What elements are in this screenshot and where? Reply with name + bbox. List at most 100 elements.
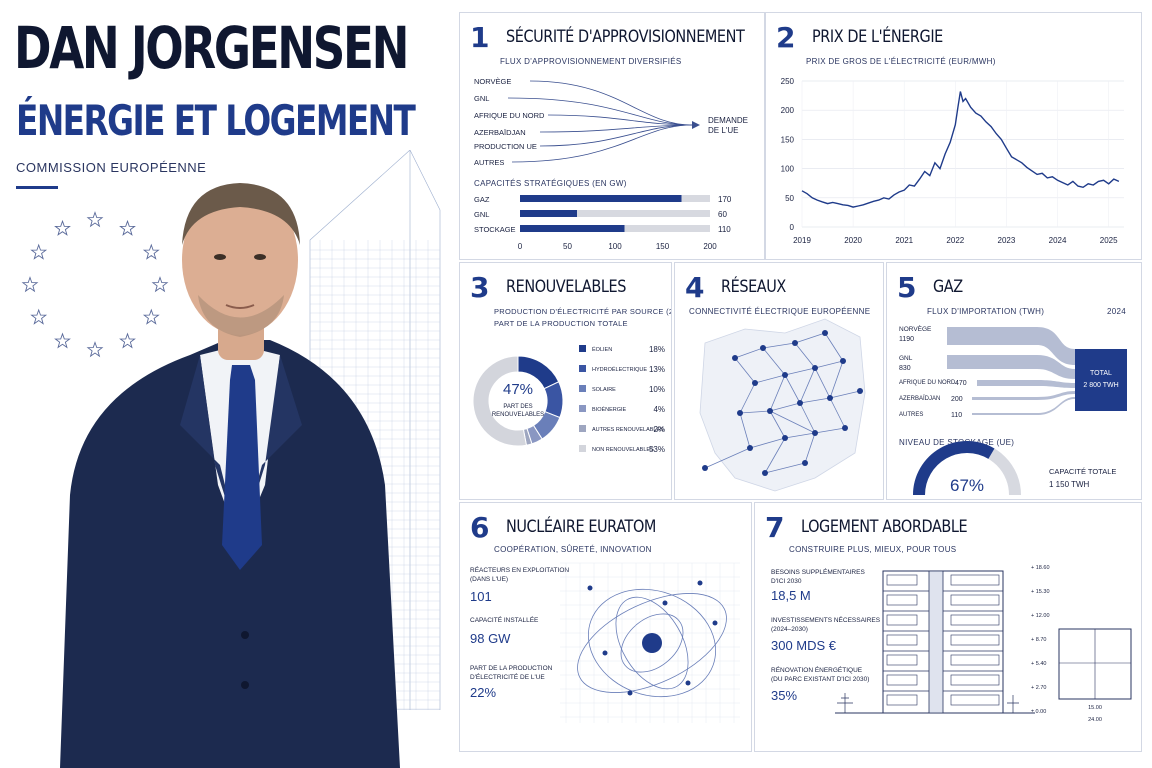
capacity-value: 60: [718, 210, 727, 219]
orbit-ring: [577, 593, 727, 693]
flow-source: GNL: [474, 94, 490, 103]
gas-flow-value: 110: [951, 412, 963, 419]
map-subtitle: CONNECTIVITÉ ÉLECTRIQUE EUROPÉENNE: [689, 307, 871, 316]
grid-link: [814, 360, 844, 369]
x-tick-label: 2024: [1049, 236, 1067, 245]
gas-flow-value: 830: [899, 365, 911, 372]
price-line-chart: 250 200 150 100 50 0 2019 2020 2021 2022 2023 2024 2…: [781, 77, 1124, 245]
electron: [685, 680, 691, 686]
plan-dimension: 24.00: [1088, 717, 1102, 723]
grid-link: [734, 347, 764, 359]
star-icon: [54, 332, 71, 349]
elevation-label: + 12.00: [1031, 613, 1050, 619]
flow-source: NORVÈGE: [474, 77, 512, 86]
grid-node: [747, 445, 753, 451]
gas-total-label: TOTAL: [1090, 370, 1112, 377]
window: [886, 674, 918, 686]
electron: [712, 620, 718, 626]
stat-label: PART DE LA PRODUCTION: [470, 665, 553, 672]
orbit-ring: [620, 613, 684, 673]
gas-year: 2024: [1107, 307, 1126, 316]
chart-subtitle: PART DE LA PRODUCTION TOTALE: [494, 319, 628, 328]
window: [886, 654, 918, 666]
organization-label: COMMISSION EUROPÉENNE: [16, 160, 207, 175]
grid-link: [769, 402, 801, 412]
nucleus: [642, 633, 662, 653]
grid-link: [794, 332, 826, 344]
stat-label: INVESTISSEMENTS NÉCESSAIRES: [771, 617, 881, 624]
tree-icon: [837, 693, 853, 713]
grid-link: [814, 367, 831, 399]
star-icon: [119, 219, 136, 236]
panel-number: 3: [470, 271, 490, 304]
electron: [627, 690, 633, 696]
portfolio-title: ÉNERGIE ET LOGEMENT: [16, 96, 416, 145]
grid-link: [769, 410, 816, 434]
x-tick-label: 2025: [1100, 236, 1118, 245]
electron: [602, 650, 608, 656]
y-tick-label: 0: [790, 223, 795, 232]
grid-link: [824, 332, 844, 362]
legend-label: NON RENOUVELABLES: [592, 447, 654, 453]
grid-link: [784, 374, 801, 404]
panel-title: PRIX DE L'ÉNERGIE: [812, 27, 943, 47]
legend-label: HYDROÉLECTRIQUE: [592, 366, 647, 373]
window: [886, 694, 918, 706]
x-tick-label: 2021: [895, 236, 913, 245]
grid-node: [782, 372, 788, 378]
capacity-value: 170: [718, 195, 732, 204]
gas-flow-value: 1190: [899, 336, 915, 343]
elevation-label: + 8.70: [1031, 637, 1046, 643]
stat-label: RÉNOVATION ÉNERGÉTIQUE: [771, 667, 863, 674]
stat-label: (2024–2030): [771, 626, 808, 633]
panel-number: 7: [765, 511, 785, 544]
star-icon: [86, 341, 104, 358]
legend-label: BIOÉNERGIE: [592, 406, 627, 413]
grid-node: [760, 345, 766, 351]
legend-value: 53%: [649, 445, 665, 454]
grid-link: [749, 437, 786, 449]
panel-energy-prices: 2 PRIX DE L'ÉNERGIE PRIX DE GROS DE L'ÉL…: [765, 12, 1142, 260]
grid-node: [737, 410, 743, 416]
gas-sankey: [947, 327, 1127, 415]
price-series-line: [801, 91, 1120, 208]
storage-capacity-value: 1 150 TWH: [1049, 480, 1090, 489]
capacity-value: 110: [718, 225, 731, 234]
flow-source: AFRIQUE DU NORD: [474, 111, 545, 120]
demand-label: DEMANDE DE L'UE: [708, 116, 749, 135]
window: [950, 594, 1000, 606]
europe-grid-map: [699, 318, 866, 492]
person-name: DAN JORGENSEN: [14, 14, 409, 82]
grid-link: [829, 397, 846, 429]
stat-label: D'ICI 2030: [771, 578, 802, 585]
grid-node: [792, 340, 798, 346]
panel-title: GAZ: [933, 277, 963, 297]
orbit-ring: [615, 596, 689, 690]
elevation-label: ± 0.00: [1031, 709, 1046, 715]
gas-flow-label: AZERBAÏDJAN: [899, 396, 941, 402]
grid-link: [739, 410, 771, 414]
panel-number: 6: [470, 511, 490, 544]
capacity-bar-gaz: [520, 195, 682, 202]
legend-label: AUTRES RENOUVELABLES: [592, 427, 664, 433]
grid-link: [804, 432, 816, 464]
legend-swatch: [579, 445, 586, 452]
elevation-label: + 5.40: [1031, 661, 1046, 667]
grid-node: [840, 358, 846, 364]
legend-value: 2%: [653, 425, 665, 434]
gas-total-value: 2 800 TWH: [1083, 382, 1119, 389]
electron: [662, 600, 668, 606]
grid-node: [857, 388, 863, 394]
grid-link: [784, 367, 816, 376]
gas-flow-label: AUTRES: [899, 412, 924, 418]
grid-node: [822, 330, 828, 336]
panel-renewables: 3 RENOUVELABLES PRODUCTION D'ÉLECTRICITÉ…: [459, 262, 672, 500]
grid-node: [802, 460, 808, 466]
panel-gas: 5 GAZ FLUX D'IMPORTATION (TWH) 2024 NORV…: [886, 262, 1142, 500]
stat-label: CAPACITÉ INSTALLÉE: [470, 617, 539, 624]
axis-tick-label: 200: [703, 242, 717, 251]
capacity-label: GAZ: [474, 195, 490, 204]
capacity-bar-gnl: [520, 210, 577, 217]
tree-icon: [1007, 695, 1019, 713]
window: [886, 634, 918, 646]
